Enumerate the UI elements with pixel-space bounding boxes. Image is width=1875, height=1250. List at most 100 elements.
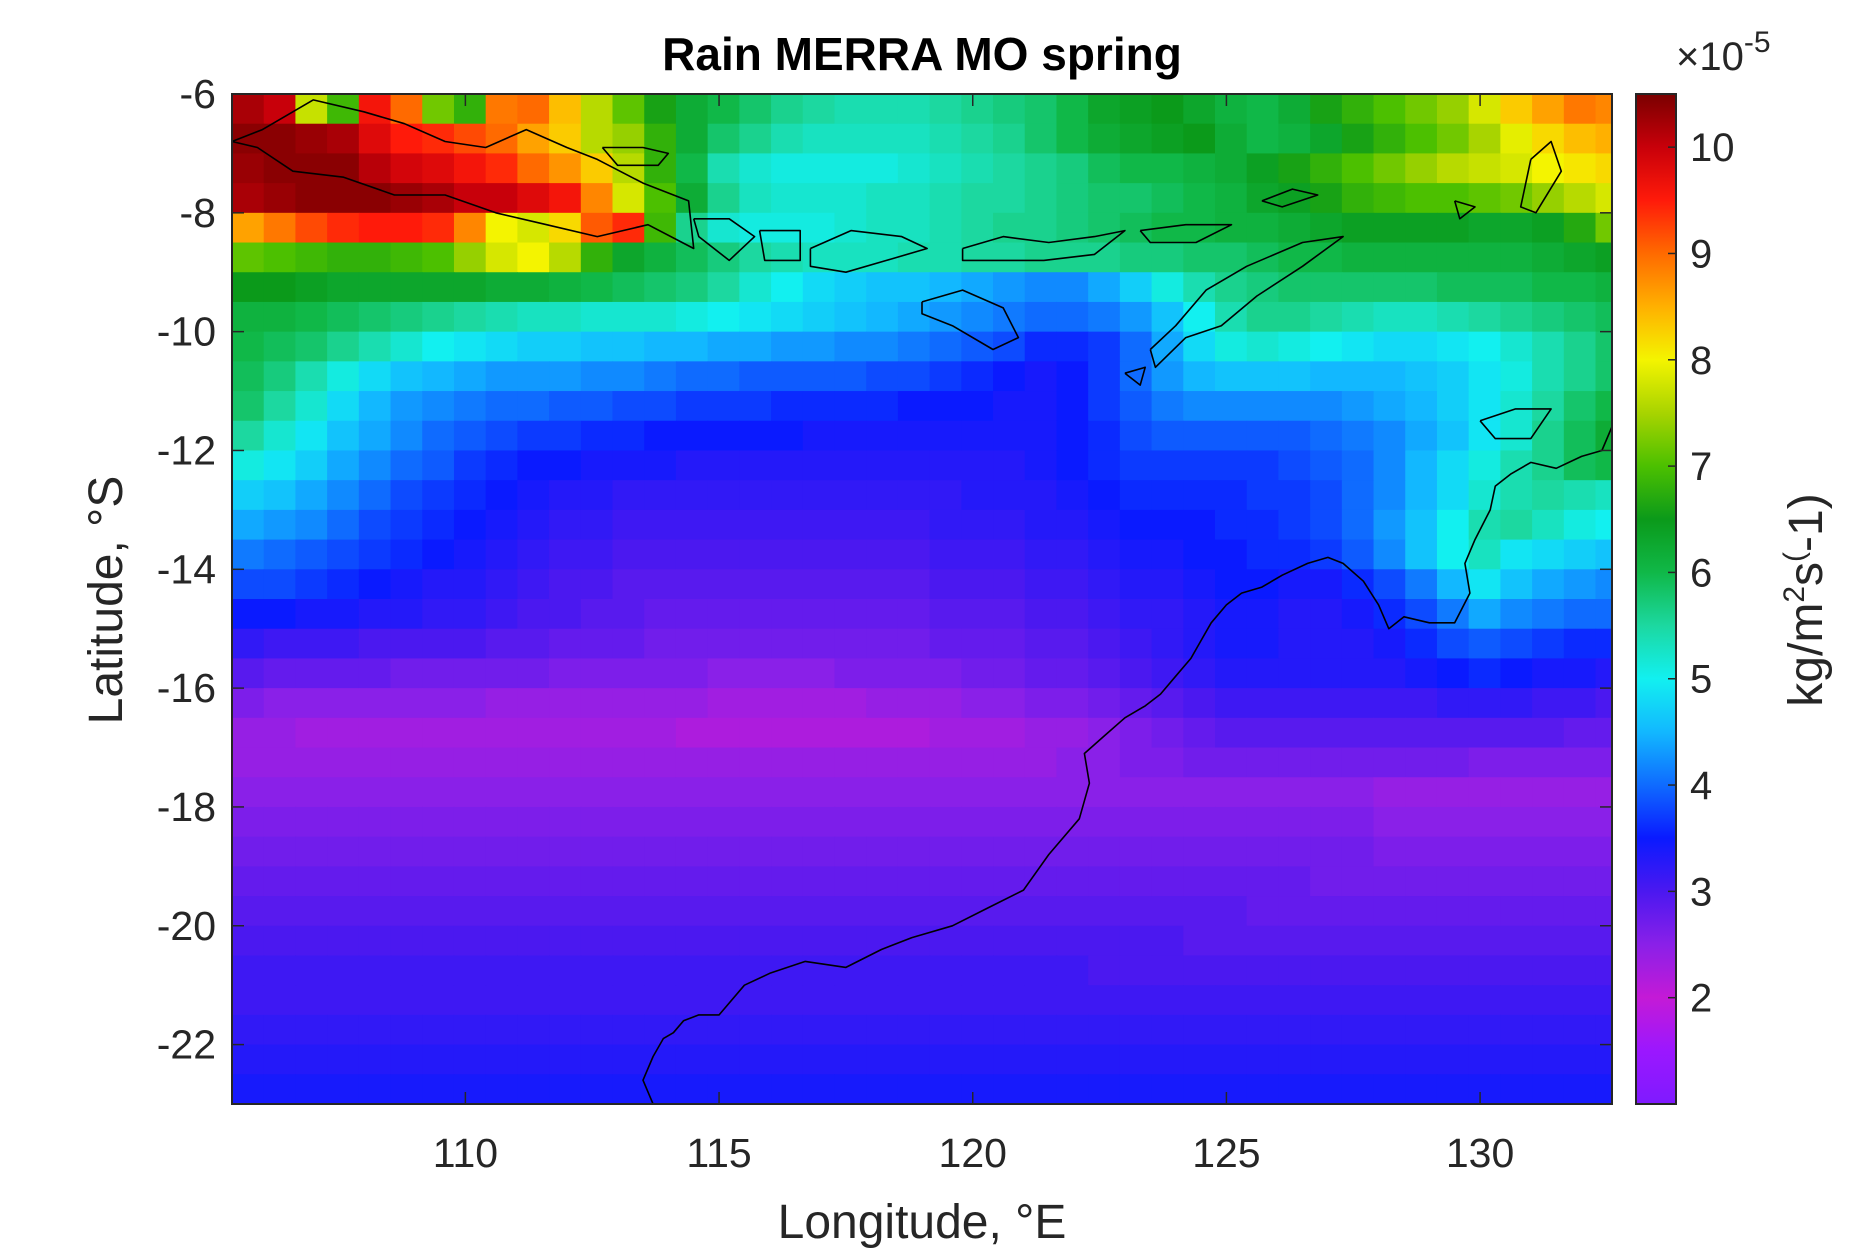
heatmap-cell [485, 1014, 518, 1046]
heatmap-cell [1373, 539, 1406, 570]
heatmap-cell [1246, 1074, 1280, 1105]
heatmap-cell [834, 153, 867, 184]
heatmap-cell [739, 450, 772, 481]
heatmap-cell [1119, 955, 1153, 986]
heatmap-cell [1341, 450, 1375, 481]
heatmap-cell [549, 955, 582, 986]
heatmap-cell [1563, 94, 1597, 125]
heatmap-cell [612, 747, 645, 778]
heatmap-cell [1024, 153, 1058, 184]
heatmap-cell [1246, 301, 1280, 333]
heatmap-cell [295, 806, 328, 838]
heatmap-cell [1056, 628, 1089, 660]
heatmap-cell [1436, 153, 1470, 184]
heatmap-cell [739, 183, 772, 214]
heatmap-cell [1341, 599, 1375, 630]
heatmap-cell [866, 836, 899, 867]
heatmap-cell [739, 331, 772, 362]
heatmap-cell [1405, 301, 1438, 333]
heatmap-cell [232, 509, 265, 541]
heatmap-cell [453, 509, 487, 541]
heatmap-cell [1436, 717, 1470, 749]
heatmap-cell [232, 985, 265, 1016]
heatmap-cell [453, 717, 487, 749]
heatmap-cell [453, 123, 487, 155]
heatmap-cell [866, 599, 899, 630]
heatmap-cell [1563, 985, 1597, 1016]
heatmap-cell [485, 688, 518, 719]
heatmap-cell [1500, 509, 1533, 541]
heatmap-cell [612, 212, 645, 244]
y-tick-label: -22 [157, 1022, 216, 1068]
heatmap-cell [390, 658, 423, 689]
heatmap-cell [422, 985, 455, 1016]
heatmap-cell [1151, 331, 1184, 362]
heatmap-cell [1278, 866, 1311, 897]
heatmap-cell [1405, 866, 1438, 897]
heatmap-cell [1310, 836, 1343, 867]
heatmap-cell [422, 272, 455, 303]
heatmap-cell [453, 242, 487, 273]
heatmap-cell [1595, 123, 1613, 155]
heatmap-cell [517, 925, 550, 957]
heatmap-cell [1405, 628, 1438, 660]
heatmap-cell [358, 420, 392, 452]
heatmap-cell [961, 480, 994, 511]
heatmap-cell [1215, 806, 1248, 838]
heatmap-cell [1151, 391, 1184, 422]
heatmap-cell [549, 985, 582, 1016]
heatmap-cell [485, 450, 518, 481]
heatmap-cell [1119, 420, 1153, 452]
heatmap-cell [993, 361, 1026, 392]
heatmap-cell [644, 658, 677, 689]
heatmap-cell [834, 480, 867, 511]
heatmap-cell [390, 272, 423, 303]
heatmap-cell [1436, 331, 1470, 362]
heatmap-cell [358, 747, 392, 778]
heatmap-cell [707, 688, 740, 719]
heatmap-cell [1341, 361, 1375, 392]
heatmap-cell [1119, 331, 1153, 362]
heatmap-cell [1119, 301, 1153, 333]
heatmap-cell [295, 331, 328, 362]
heatmap-cell [1024, 955, 1058, 986]
heatmap-cell [263, 509, 297, 541]
colorbar-tick-label: 7 [1690, 445, 1712, 489]
heatmap-cell [1151, 450, 1184, 481]
heatmap-cell [897, 123, 931, 155]
heatmap-cell [1310, 569, 1343, 600]
heatmap-cell [327, 1044, 360, 1075]
heatmap-cell [232, 1074, 265, 1105]
heatmap-cell [580, 539, 614, 570]
heatmap-cell [295, 688, 328, 719]
colorbar-tick-label: 3 [1690, 870, 1712, 914]
heatmap-cell [485, 123, 518, 155]
heatmap-cell [1215, 866, 1248, 897]
heatmap-cell [1088, 153, 1121, 184]
heatmap-cell [739, 1044, 772, 1075]
coastline-madura [601, 146, 670, 167]
heatmap-cell [1310, 955, 1343, 986]
heatmap-cell [1024, 628, 1058, 660]
heatmap-cell [1405, 1014, 1438, 1046]
heatmap-cell [866, 777, 899, 808]
heatmap-cell [739, 599, 772, 630]
heatmap-cell [802, 836, 836, 867]
heatmap-cell [1532, 925, 1565, 957]
heatmap-cell [1246, 777, 1280, 808]
heatmap-cell [1183, 985, 1216, 1016]
y-tick-label: -16 [157, 665, 216, 711]
heatmap-cell [1151, 509, 1184, 541]
heatmap-cell [453, 777, 487, 808]
heatmap-cell [929, 806, 962, 838]
heatmap-cell [390, 123, 423, 155]
heatmap-cell [739, 1074, 772, 1105]
heatmap-cell [1246, 628, 1280, 660]
heatmap-cell [232, 747, 265, 778]
heatmap-cell [1468, 242, 1501, 273]
heatmap-cell [390, 391, 423, 422]
heatmap-cell [485, 806, 518, 838]
heatmap-cell [1151, 1074, 1184, 1105]
heatmap-cell [739, 94, 772, 125]
